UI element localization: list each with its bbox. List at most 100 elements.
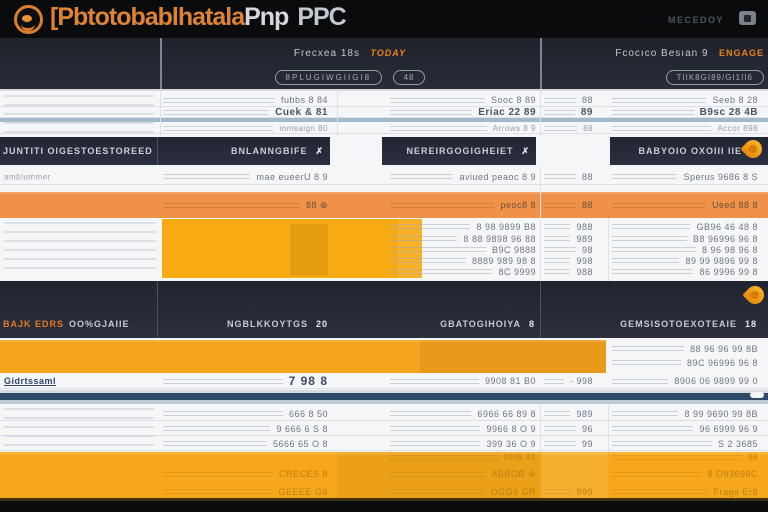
table-row: GEEEE G8 OGG9 GR 999 Frage Er8 — [0, 486, 768, 497]
row-cell-a: 5666 65 O 8 — [163, 437, 328, 450]
section-header-value: BABYOIO OXOIII IIE — [638, 146, 742, 156]
topbar-right-label: MECEDOY — [668, 15, 725, 25]
table-row: 5666 65 O 8 399 36 O 9 99 S 2 3685 — [0, 437, 768, 451]
leader-line — [390, 471, 486, 477]
row-cell-c: 989 — [544, 233, 593, 244]
leader-line — [390, 97, 485, 103]
section-header-value: NGBLKKOYTGS 20 — [226, 319, 328, 329]
row-cell-c: 98 — [544, 244, 593, 255]
row-cell-a: 9 666 6 S 8 — [163, 422, 328, 435]
x-badge-icon: ✗ — [521, 146, 530, 156]
scroll-thumb[interactable] — [750, 392, 764, 398]
column-divider — [540, 404, 541, 452]
section-header-2: BAJK EDRS OO%GJAIIE NGBLKKOYTGS 20 GBATOGI… — [0, 281, 768, 338]
leader-line — [390, 489, 485, 494]
row-value: 89C 96996 96 8 — [686, 357, 758, 368]
row-cell-b: 8 98 9899 B8 — [390, 221, 536, 232]
label-stripes-c — [4, 408, 154, 450]
table-row: CRECES 8 ABBOB ⊕ 8 O93696C — [0, 468, 768, 480]
square-icon — [744, 15, 751, 22]
section-header-label: JUNTITI OIGESTOESTOREED — [3, 146, 153, 156]
row-value: B8 96996 96 8 — [692, 233, 758, 244]
row-cell-d: 98 — [612, 453, 758, 462]
plan-button[interactable]: TIIK8GI89/GI1II6 — [665, 70, 764, 85]
leader-line — [163, 426, 271, 431]
row-cell-a: CRECES 8 — [163, 468, 328, 480]
section-header-value: GBATOGIHOIYA 8 — [440, 319, 535, 329]
leader-line — [390, 455, 498, 460]
leader-line — [390, 202, 495, 208]
table-row: 88 ⊕ peoc8 8 88 Ueed 88 8 — [0, 195, 768, 215]
row-cell-a: GEEEE G8 — [163, 486, 328, 497]
row-cell-d: Sperus 9686 8 S — [612, 169, 758, 184]
row-label-link[interactable]: Gidrtssaml — [4, 376, 57, 386]
row-cell-d: 8 96 98 96 8 — [612, 244, 758, 255]
leader-line — [163, 441, 267, 446]
row-cell-a: mmsaign 80 — [163, 123, 328, 133]
band-divider — [157, 137, 158, 165]
row-cell-d: Accor 898 — [612, 123, 758, 133]
row-cell-d: 89C 96996 96 8 — [612, 356, 758, 369]
leader-line — [544, 202, 576, 208]
plan-title: Frecxea 18s — [293, 48, 360, 59]
leader-line — [390, 441, 481, 446]
leader-line — [544, 489, 571, 494]
leader-line — [390, 426, 481, 431]
row-value: 88 ⊕ — [305, 199, 328, 210]
row-value: 88 96 96 99 8B — [689, 343, 758, 354]
plan-button[interactable]: 8PLUGIWGIIGI8 — [274, 70, 383, 85]
row-cell-b: OGG9 GR — [390, 486, 536, 497]
row-value: mae eueerU 8 9 — [256, 171, 328, 182]
row-cell-c: 989 — [544, 407, 593, 420]
row-label: amblummer — [4, 172, 51, 181]
plan-button-small[interactable]: 48 — [392, 70, 426, 85]
leader-line — [163, 109, 270, 115]
row-value: 89 — [580, 106, 593, 118]
row-value: 8906 06 9899 99 0 — [674, 376, 758, 386]
section-header-value: NEREIRGOGIGHEIET ✗ — [406, 146, 530, 156]
top-bar: [PbtotobablhatalaPnp PPC MECEDOY — [0, 0, 768, 38]
leader-line — [163, 97, 275, 103]
row-value: 7 98 8 — [288, 374, 328, 388]
row-cell-c: 999 — [544, 486, 593, 497]
leader-line — [544, 378, 564, 384]
row-value: 8C 9999 — [498, 266, 536, 277]
row-value: Accor 898 — [717, 123, 758, 133]
row-cell-c: 88 — [544, 94, 593, 106]
header-divider — [160, 38, 162, 89]
table-row: mmsaign 80 Arrows 8 9 88 Accor 898 — [0, 123, 768, 134]
app-logo-title[interactable]: [PbtotobablhatalaPnp PPC — [50, 3, 347, 31]
section-header-value: GEMSISOTOEXOTEAIE 18 — [620, 319, 757, 329]
row-cell-b: 8 88 9898 96 88 — [390, 233, 536, 244]
plan-title: Fcocıco Besıan 9 — [615, 48, 709, 59]
leader-line — [544, 269, 571, 274]
leader-line — [612, 236, 687, 241]
row-cell-b: peoc8 8 — [390, 195, 536, 215]
leader-line — [612, 346, 684, 351]
column-divider — [540, 91, 541, 136]
row-value: 88 — [581, 95, 593, 105]
leader-line — [612, 360, 681, 365]
leader-line — [612, 441, 712, 446]
row-value: 5666 65 O 8 — [272, 438, 328, 449]
row-value: 8889 989 98 8 — [471, 255, 536, 266]
row-value: 666 8 50 — [288, 408, 328, 419]
leader-line — [612, 224, 691, 229]
plans-header-band: Frecxea 18s TODAY 8PLUGIWGIIGI8 48 Fcocı… — [0, 38, 768, 91]
leader-line — [544, 258, 571, 263]
row-value: 88 — [581, 200, 593, 210]
leader-line — [390, 174, 454, 179]
logo-icon[interactable] — [14, 5, 43, 34]
column-divider — [608, 218, 609, 281]
row-value: B9sc 28 4B — [699, 106, 758, 118]
row-value: 99 — [581, 438, 593, 449]
topbar-button[interactable] — [739, 11, 756, 25]
row-cell-a: 88 ⊕ — [163, 195, 328, 215]
blue-divider-stripe — [0, 118, 768, 122]
leader-line — [163, 411, 283, 416]
row-value: 988 — [576, 266, 593, 277]
row-value: Arrows 8 9 — [492, 123, 536, 133]
row-value: 399 36 O 9 — [486, 438, 536, 449]
leader-line — [544, 224, 571, 229]
